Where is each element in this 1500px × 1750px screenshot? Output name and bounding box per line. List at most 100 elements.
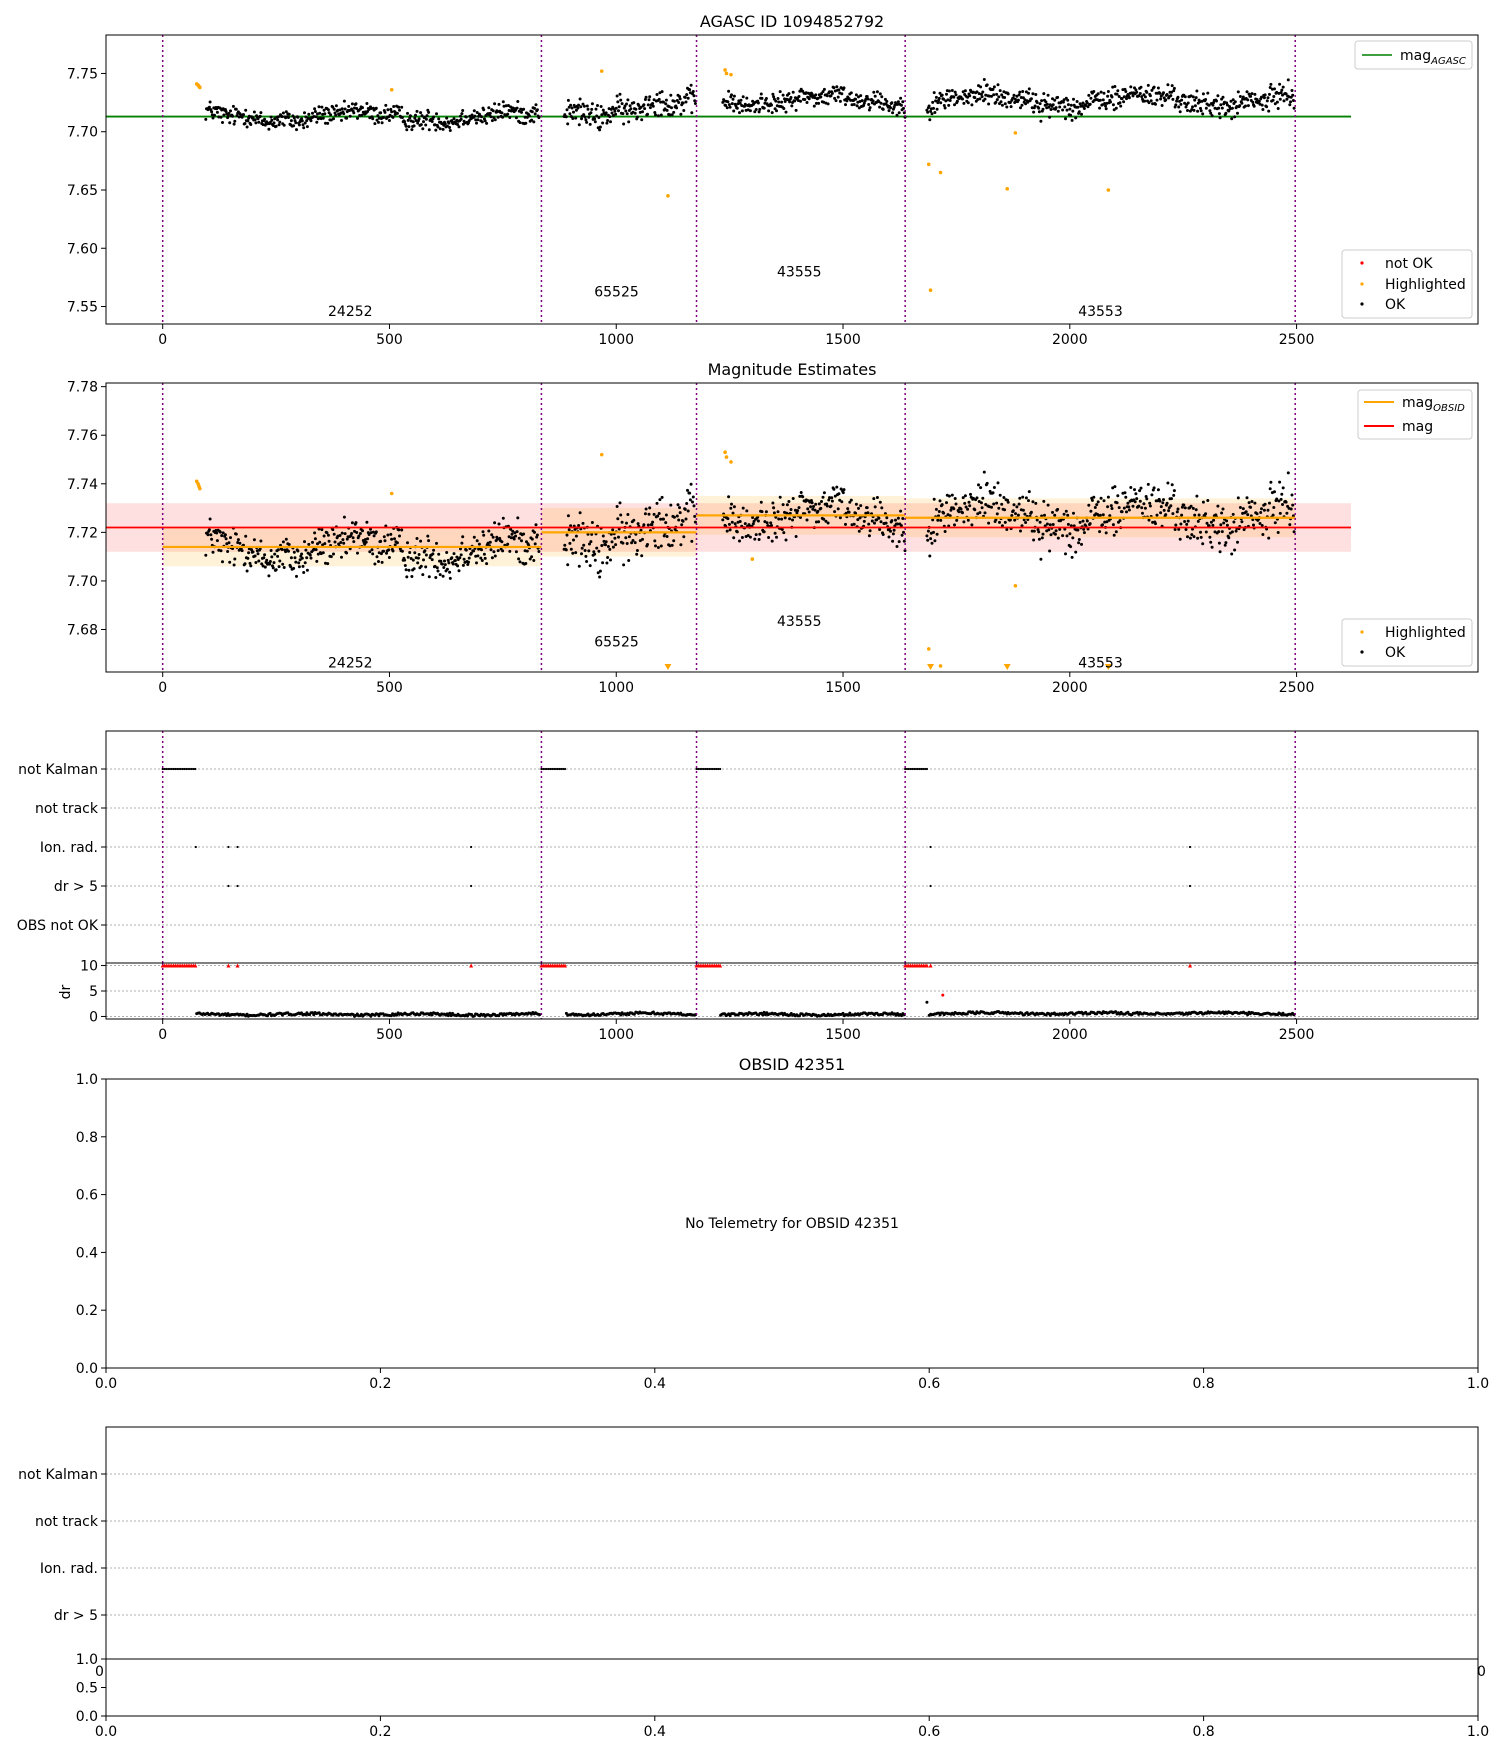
ok-point: [727, 89, 731, 93]
ok-point: [516, 516, 520, 520]
ok-point: [992, 93, 996, 97]
ok-point: [791, 497, 795, 500]
ok-point: [323, 542, 327, 546]
flag-point: [905, 767, 909, 771]
ok-point: [683, 95, 687, 99]
ok-point: [228, 560, 232, 564]
ok-point: [844, 522, 847, 526]
ok-point: [1201, 542, 1205, 546]
ok-point: [252, 538, 256, 542]
flag-point: [542, 767, 545, 771]
ok-point: [293, 556, 297, 560]
ok-point: [644, 95, 648, 99]
panel4-xtick-label: 0.6: [918, 1376, 940, 1392]
ok-point: [273, 117, 277, 121]
ok-point: [1251, 100, 1255, 104]
ok-point: [317, 105, 321, 109]
ok-point: [509, 527, 513, 531]
ok-point: [879, 520, 883, 524]
ok-point: [1062, 98, 1066, 102]
ok-point: [619, 98, 623, 102]
ok-point: [376, 114, 380, 118]
ok-point: [1144, 495, 1148, 498]
ok-point: [598, 569, 602, 573]
dr-point: [1114, 1010, 1118, 1014]
ok-point: [783, 97, 786, 101]
ok-point: [1224, 111, 1228, 115]
ok-point: [997, 95, 1001, 99]
ok-point: [530, 118, 534, 122]
ok-point: [427, 128, 431, 132]
ok-point: [1106, 90, 1110, 93]
ok-point: [758, 107, 762, 111]
ok-point: [464, 115, 468, 119]
ok-point: [670, 113, 674, 117]
ok-point: [1179, 102, 1183, 106]
ok-point: [243, 562, 247, 566]
ok-point: [866, 97, 870, 101]
ok-point: [630, 541, 634, 545]
panel2-title: Magnitude Estimates: [708, 360, 877, 379]
ok-point: [571, 551, 575, 555]
ok-point: [329, 118, 333, 122]
ok-point: [891, 111, 895, 115]
ok-point: [617, 109, 620, 113]
ok-point: [862, 519, 866, 523]
ok-point: [927, 104, 931, 108]
ok-point: [523, 115, 527, 119]
ok-point: [262, 556, 266, 560]
ok-point: [289, 119, 293, 123]
ok-point: [1138, 92, 1142, 95]
ok-point: [1175, 99, 1179, 103]
ok-point: [793, 99, 797, 103]
ok-point: [1201, 500, 1205, 504]
flag-point: [177, 767, 181, 771]
ok-point: [1143, 95, 1147, 99]
ok-point: [1165, 93, 1169, 96]
panel1-plot-area: [106, 35, 1352, 324]
ok-point: [583, 115, 587, 119]
ok-point: [975, 496, 979, 500]
ok-point: [1260, 95, 1263, 99]
ok-point: [963, 494, 967, 498]
ok-point: [1166, 83, 1170, 87]
ok-point: [1104, 107, 1108, 111]
ok-point: [238, 541, 242, 545]
ok-point: [303, 121, 307, 125]
ok-point: [314, 548, 318, 552]
ok-point: [512, 537, 516, 541]
ok-point: [1074, 550, 1078, 554]
ok-point: [1269, 82, 1273, 86]
flag-point: [920, 767, 923, 771]
ok-point: [419, 123, 423, 127]
ok-point: [827, 498, 831, 502]
ok-point: [276, 554, 280, 558]
ok-point: [1016, 98, 1020, 102]
ok-point: [308, 553, 312, 557]
ok-point: [838, 99, 842, 103]
ok-point: [675, 106, 679, 110]
ok-point: [987, 521, 991, 525]
ok-point: [835, 485, 839, 489]
ok-point: [891, 532, 895, 536]
ok-point: [787, 92, 791, 96]
ok-point: [873, 94, 877, 98]
ok-point: [584, 554, 588, 558]
ok-point: [1161, 501, 1165, 505]
ok-point: [953, 523, 956, 527]
ok-point: [302, 571, 306, 574]
ok-point: [762, 530, 766, 534]
ok-point: [398, 108, 401, 112]
panel-no-telemetry: OBSID 42351 No Telemetry for OBSID 42351…: [76, 1055, 1489, 1392]
ok-point: [357, 534, 361, 538]
ok-point: [1232, 520, 1236, 524]
ok-point: [1147, 518, 1151, 522]
ok-point: [437, 552, 441, 556]
panel5-overlap-tick-left: 0: [95, 1664, 104, 1680]
ok-point: [756, 519, 760, 523]
ok-point: [1290, 89, 1294, 92]
ok-point: [481, 530, 485, 534]
ok-point: [1260, 524, 1264, 527]
ok-point: [295, 128, 298, 132]
